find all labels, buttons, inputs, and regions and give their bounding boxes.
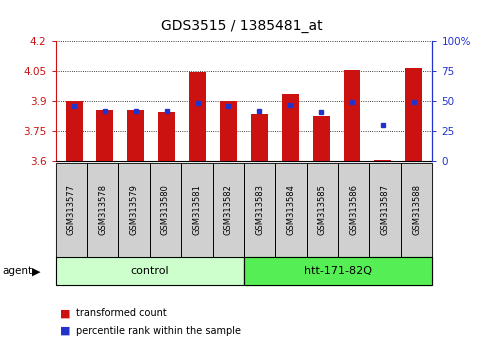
Text: ■: ■ — [60, 326, 71, 336]
Text: GSM313582: GSM313582 — [224, 184, 233, 235]
Text: agent: agent — [2, 266, 32, 276]
Text: ■: ■ — [60, 308, 71, 318]
Bar — [282, 94, 298, 161]
Text: GDS3515 / 1385481_at: GDS3515 / 1385481_at — [161, 19, 322, 34]
Text: GSM313584: GSM313584 — [286, 184, 296, 235]
Bar — [128, 109, 144, 161]
Bar — [220, 101, 237, 161]
Bar — [313, 116, 329, 161]
Text: GSM313585: GSM313585 — [318, 184, 327, 235]
Text: GSM313586: GSM313586 — [349, 184, 358, 235]
Bar — [66, 101, 83, 161]
Bar — [97, 110, 114, 161]
Text: GSM313580: GSM313580 — [161, 184, 170, 235]
Bar — [343, 70, 360, 161]
Bar — [189, 72, 206, 161]
Bar — [158, 112, 175, 161]
Text: GSM313588: GSM313588 — [412, 184, 421, 235]
Text: GSM313579: GSM313579 — [129, 184, 139, 235]
Text: GSM313581: GSM313581 — [192, 184, 201, 235]
Text: GSM313587: GSM313587 — [381, 184, 390, 235]
Bar — [405, 68, 422, 161]
Text: GSM313577: GSM313577 — [67, 184, 76, 235]
Text: GSM313578: GSM313578 — [98, 184, 107, 235]
Text: percentile rank within the sample: percentile rank within the sample — [76, 326, 241, 336]
Text: ▶: ▶ — [32, 266, 41, 276]
Text: transformed count: transformed count — [76, 308, 167, 318]
Text: htt-171-82Q: htt-171-82Q — [304, 266, 372, 276]
Bar — [374, 160, 391, 161]
Bar — [251, 114, 268, 161]
Text: GSM313583: GSM313583 — [255, 184, 264, 235]
Text: control: control — [130, 266, 169, 276]
